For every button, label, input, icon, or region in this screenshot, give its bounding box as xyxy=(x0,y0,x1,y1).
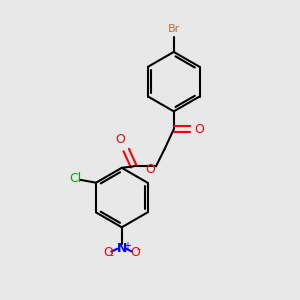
Text: +: + xyxy=(123,241,131,251)
Text: -: - xyxy=(110,250,113,260)
Text: Br: Br xyxy=(168,24,180,34)
Text: O: O xyxy=(103,246,113,259)
Text: -: - xyxy=(136,244,140,255)
Text: N: N xyxy=(117,242,127,255)
Text: Cl: Cl xyxy=(69,172,81,185)
Text: O: O xyxy=(195,123,205,136)
Text: O: O xyxy=(145,163,155,176)
Text: O: O xyxy=(115,133,125,146)
Text: O: O xyxy=(130,246,140,259)
